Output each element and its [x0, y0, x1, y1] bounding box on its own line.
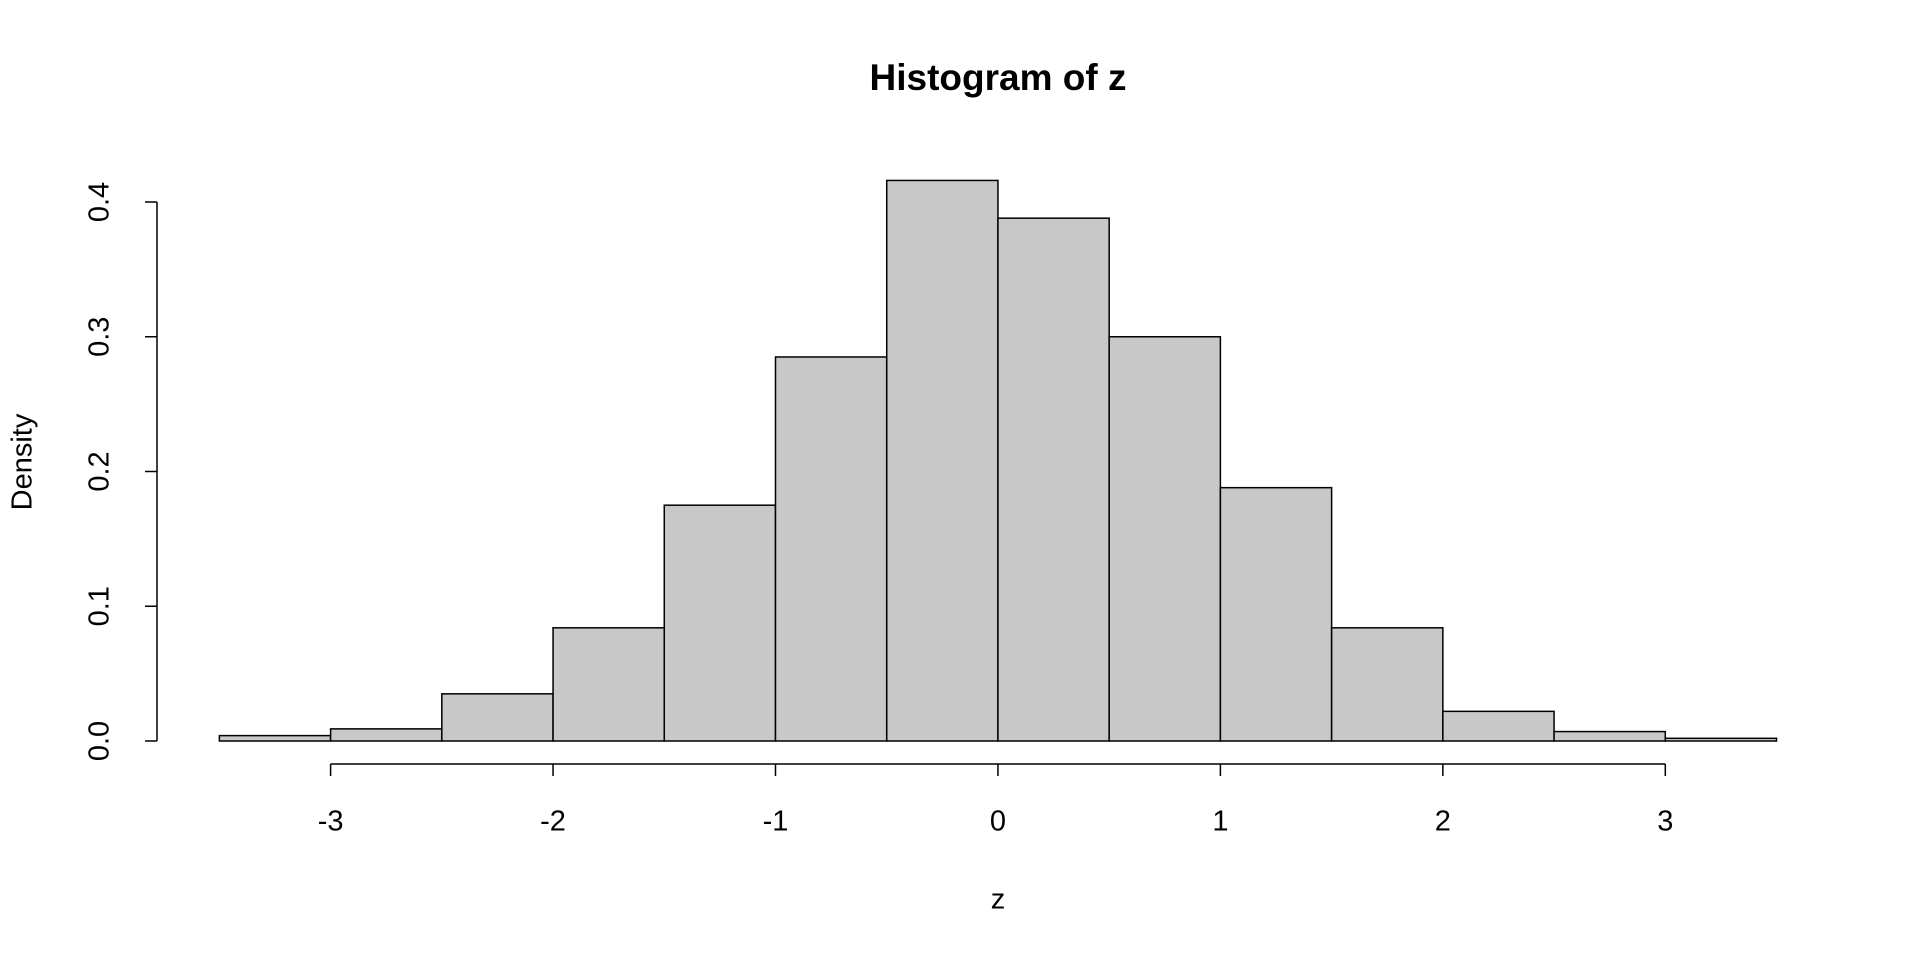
bar — [1553, 730, 1667, 742]
y-tick-label: 0.4 — [84, 182, 116, 222]
bar — [1664, 737, 1778, 742]
bar — [663, 504, 777, 742]
x-tick-label: -1 — [763, 806, 789, 838]
x-tick-label: 3 — [1657, 806, 1673, 838]
bar — [997, 217, 1110, 742]
x-tick-label: -3 — [318, 806, 344, 838]
y-tick-label: 0.3 — [84, 317, 116, 357]
bar — [218, 734, 332, 742]
bar — [1330, 627, 1444, 742]
x-tick-label: 2 — [1435, 806, 1451, 838]
bar — [1219, 486, 1333, 742]
y-tick-label: 0.2 — [84, 451, 116, 491]
bar — [1442, 710, 1555, 742]
y-axis-label: Density — [7, 413, 39, 510]
chart-title: Histogram of z — [870, 57, 1127, 98]
bar — [774, 356, 888, 742]
bar — [329, 728, 443, 742]
x-axis-label: z — [991, 884, 1006, 916]
bar — [885, 179, 999, 742]
y-tick-label: 0.0 — [84, 721, 116, 761]
bar — [552, 627, 666, 742]
x-tick-label: 1 — [1212, 806, 1228, 838]
bar — [1108, 336, 1222, 742]
bar — [441, 693, 554, 742]
x-tick-label: 0 — [990, 806, 1006, 838]
y-tick-label: 0.1 — [84, 586, 116, 626]
x-tick-label: -2 — [540, 806, 566, 838]
